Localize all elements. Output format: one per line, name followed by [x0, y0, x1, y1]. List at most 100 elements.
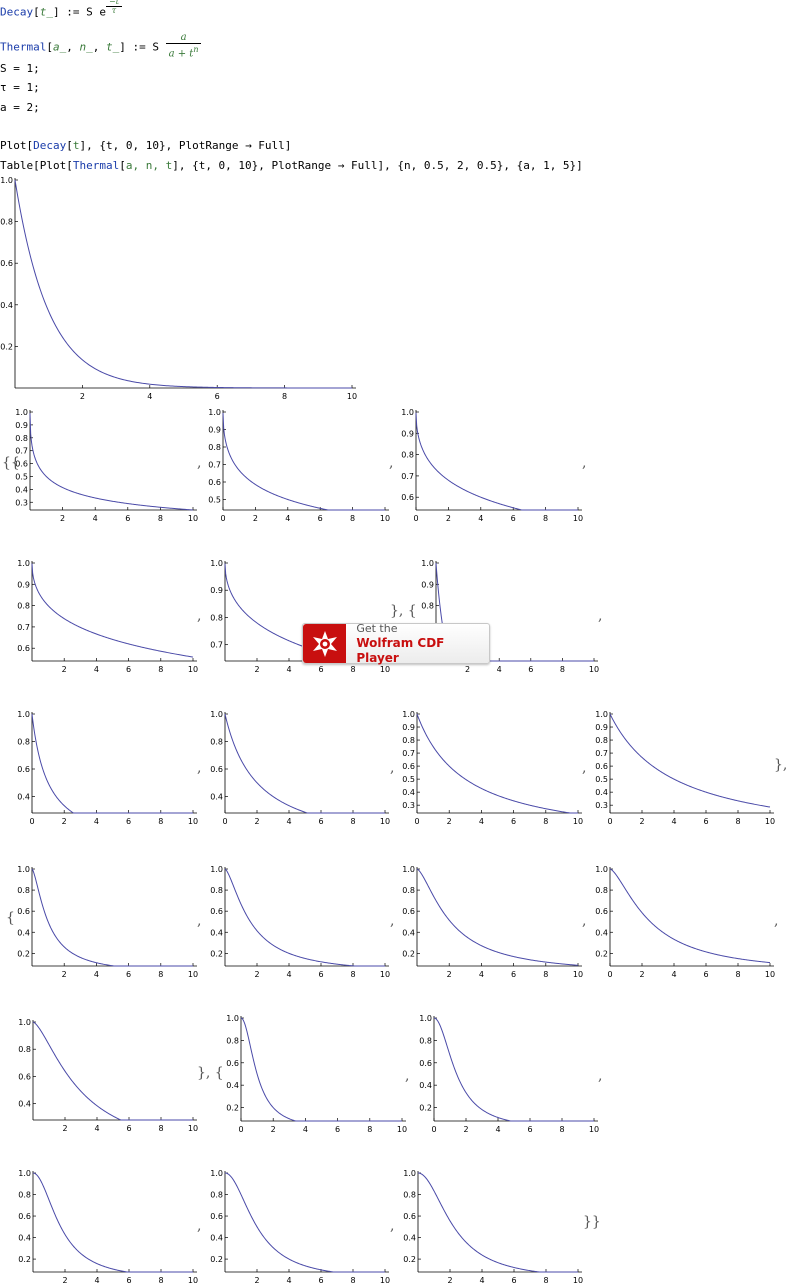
- code-line-s[interactable]: S = 1;: [0, 62, 40, 75]
- x-tick-label: 2: [254, 970, 259, 979]
- x-tick-label: 4: [286, 1276, 291, 1285]
- plot-curve: [416, 713, 578, 814]
- x-tick-label: 2: [465, 665, 470, 674]
- y-tick-label: 0.8: [595, 736, 608, 745]
- y-tick-label: 0.5: [208, 496, 221, 505]
- y-tick-label: 0.6: [0, 259, 13, 268]
- plot-curve: [14, 179, 352, 389]
- y-tick-label: 0.4: [226, 1081, 239, 1090]
- x-tick-label: 8: [543, 970, 548, 979]
- y-tick-label: 0.6: [15, 460, 28, 469]
- y-tick-label: 0.8: [402, 886, 415, 895]
- y-tick-label: 0.2: [402, 949, 415, 958]
- y-tick-label: 0.4: [210, 1234, 223, 1243]
- x-tick-label: 10: [573, 817, 583, 826]
- list-comma: ,: [390, 913, 395, 929]
- y-tick-label: 1.0: [421, 559, 434, 568]
- x-tick-label: 4: [286, 970, 291, 979]
- y-tick-label: 1.0: [18, 1169, 31, 1178]
- x-tick-label: 4: [479, 1276, 484, 1285]
- list-comma: ,: [197, 1218, 202, 1234]
- plot-curve: [32, 1172, 193, 1273]
- y-tick-label: 0.6: [210, 907, 223, 916]
- x-tick-label: 2: [254, 665, 259, 674]
- x-tick-label: 6: [511, 514, 516, 523]
- x-tick-label: 8: [735, 970, 740, 979]
- plot-1: 0.2 0.4 0.6 0.8 1.0 2 4 6 8 10: [0, 176, 357, 401]
- y-tick-label: 0.6: [595, 762, 608, 771]
- plot-curve: [32, 1021, 193, 1121]
- y-tick-label: 1.0: [210, 1169, 223, 1178]
- y-tick-label: 0.8: [419, 1036, 432, 1045]
- y-tick-label: 0.6: [17, 765, 30, 774]
- y-tick-label: 0.3: [402, 801, 415, 810]
- y-tick-label: 0.2: [595, 949, 608, 958]
- plot-2: 0.3 0.4 0.5 0.6 0.7 0.8 0.9 1.0 2 4 6 8 10: [15, 408, 198, 523]
- code-line-tau[interactable]: τ = 1;: [0, 81, 40, 94]
- x-tick-label: 2: [447, 970, 452, 979]
- plot-19: 0.2 0.4 0.6 0.8 1.0 2 4 6 8 10: [18, 1169, 198, 1285]
- x-tick-label: 6: [318, 514, 323, 523]
- x-tick-label: 4: [94, 817, 99, 826]
- x-tick-label: 8: [350, 1276, 355, 1285]
- y-tick-label: 0.9: [421, 580, 434, 589]
- x-tick-label: 10: [188, 665, 198, 674]
- code-line-a[interactable]: a = 2;: [0, 101, 40, 114]
- x-tick-label: 8: [282, 392, 287, 401]
- y-tick-label: 1.0: [595, 865, 608, 874]
- x-tick-label: 4: [303, 1125, 308, 1134]
- x-tick-label: 2: [60, 514, 65, 523]
- list-comma: ,: [598, 1068, 603, 1084]
- y-tick-label: 0.4: [402, 928, 415, 937]
- y-tick-label: 1.0: [401, 408, 414, 417]
- plot-curve: [433, 1017, 594, 1122]
- x-tick-label: 4: [479, 817, 484, 826]
- x-tick-label: 6: [318, 1276, 323, 1285]
- plot-15: 0.2 0.4 0.6 0.8 1.0 0 2 4 6 8 10: [595, 865, 775, 979]
- x-tick-label: 4: [286, 817, 291, 826]
- code-line-plot[interactable]: Plot[Decay[t], {t, 0, 10}, PlotRange → F…: [0, 139, 292, 152]
- thermal-op: := S: [125, 40, 166, 54]
- y-tick-label: 0.6: [18, 1212, 31, 1221]
- x-tick-label: 6: [511, 817, 516, 826]
- list-comma: ,: [598, 608, 603, 624]
- y-tick-label: 0.4: [419, 1081, 432, 1090]
- x-tick-label: 8: [367, 1125, 372, 1134]
- x-tick-label: 0: [29, 817, 34, 826]
- y-tick-label: 0.6: [226, 1059, 239, 1068]
- x-tick-label: 8: [559, 1125, 564, 1134]
- code-line-table[interactable]: Table[Plot[Thermal[a, n, t], {t, 0, 10},…: [0, 159, 583, 172]
- x-tick-label: 10: [765, 817, 775, 826]
- plot-curve: [31, 868, 193, 967]
- plot-curve: [415, 412, 578, 511]
- x-tick-label: 4: [93, 514, 98, 523]
- x-tick-label: 2: [254, 1276, 259, 1285]
- plot-curve: [222, 412, 385, 511]
- x-tick-label: 10: [188, 817, 198, 826]
- x-tick-label: 8: [543, 1276, 548, 1285]
- x-tick-label: 4: [478, 514, 483, 523]
- y-tick-label: 1.0: [17, 710, 30, 719]
- y-tick-label: 1.0: [17, 559, 30, 568]
- list-comma: ,: [582, 913, 587, 929]
- thermal-fn-name: Thermal: [0, 40, 47, 54]
- y-tick-label: 0.3: [595, 801, 608, 810]
- y-tick-label: 0.7: [595, 749, 608, 758]
- code-line-decay[interactable]: Decay[t_] := S e −t τ: [0, 0, 122, 21]
- x-tick-label: 6: [528, 665, 533, 674]
- y-tick-label: 1.0: [208, 408, 221, 417]
- x-tick-label: 2: [253, 514, 258, 523]
- y-tick-label: 0.9: [595, 723, 608, 732]
- y-tick-label: 0.8: [17, 602, 30, 611]
- x-tick-label: 6: [126, 817, 131, 826]
- cdf-player-badge[interactable]: Get the Wolfram CDF Player: [302, 622, 490, 665]
- plot-curve: [224, 713, 385, 814]
- x-tick-label: 0: [607, 970, 612, 979]
- y-tick-label: 0.4: [17, 793, 30, 802]
- y-tick-label: 0.7: [15, 447, 28, 456]
- y-tick-label: 0.8: [421, 602, 434, 611]
- list-close-comma: },: [774, 757, 788, 773]
- x-tick-label: 0: [222, 817, 227, 826]
- y-tick-label: 1.0: [210, 865, 223, 874]
